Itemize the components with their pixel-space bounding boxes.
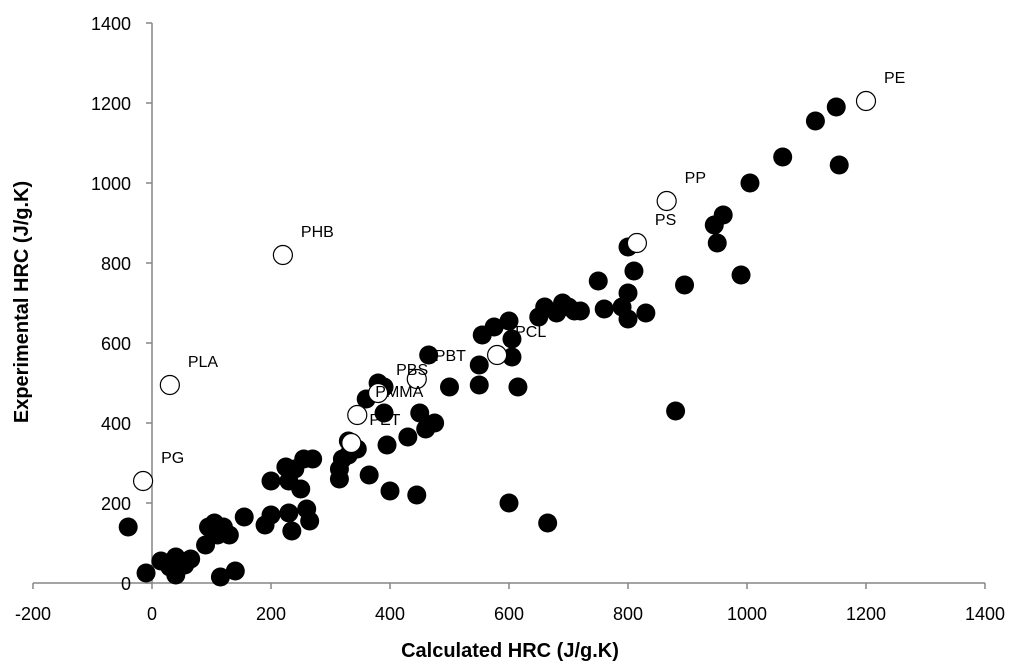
data-point-filled xyxy=(377,435,397,455)
data-point-filled xyxy=(359,465,379,485)
data-point-filled xyxy=(538,513,558,533)
point-label: PS xyxy=(655,212,676,229)
data-point-filled xyxy=(300,511,320,531)
data-point-filled xyxy=(419,345,439,365)
data-point-filled xyxy=(181,549,201,569)
data-point-open xyxy=(626,232,648,254)
y-tick-label: 1200 xyxy=(91,94,131,114)
y-tick-label: 800 xyxy=(101,254,131,274)
point-labels: PG PLA PHB PET PMMA PBS PBT PCL PS PP PE xyxy=(161,70,905,467)
data-point-filled xyxy=(805,111,825,131)
data-point-open xyxy=(159,374,180,396)
point-label: PLA xyxy=(188,354,219,371)
point-label: PG xyxy=(161,450,184,467)
point-label: PP xyxy=(685,170,706,187)
data-point-filled xyxy=(713,205,733,225)
y-tick-label: 1400 xyxy=(91,14,131,34)
data-point-filled xyxy=(398,427,418,447)
x-tick-label: 1400 xyxy=(965,604,1005,624)
data-point-filled xyxy=(118,517,138,537)
data-point-filled xyxy=(469,355,489,375)
x-tick-label: 800 xyxy=(613,604,643,624)
data-point-filled xyxy=(225,561,245,581)
data-point-filled xyxy=(425,413,445,433)
y-tick-label: 0 xyxy=(121,574,131,594)
point-label: PE xyxy=(884,70,905,87)
y-tick-label: 200 xyxy=(101,494,131,514)
data-point-filled xyxy=(136,563,156,583)
point-label: PBT xyxy=(435,348,466,365)
data-point-filled xyxy=(666,401,686,421)
data-point-filled xyxy=(380,481,400,501)
y-tick-label: 600 xyxy=(101,334,131,354)
data-point-open xyxy=(341,432,362,454)
data-point-filled xyxy=(675,275,695,295)
data-point-open xyxy=(368,382,389,404)
axes xyxy=(32,22,986,589)
data-point-filled xyxy=(499,311,519,331)
data-point-filled xyxy=(624,261,644,281)
data-point-open xyxy=(487,344,508,366)
filled-point-series xyxy=(118,97,849,587)
data-point-filled xyxy=(407,485,427,505)
data-point-open xyxy=(272,244,293,266)
x-tick-label: 200 xyxy=(256,604,286,624)
x-tick-label: 0 xyxy=(147,604,157,624)
y-axis-title: Experimental HRC (J/g.K) xyxy=(11,181,33,423)
data-point-filled xyxy=(374,403,394,423)
data-point-filled xyxy=(636,303,656,323)
data-point-filled xyxy=(588,271,608,291)
data-point-filled xyxy=(499,493,519,513)
data-point-filled xyxy=(508,377,528,397)
data-point-filled xyxy=(731,265,751,285)
data-point-filled xyxy=(707,233,727,253)
data-point-open xyxy=(347,404,368,426)
x-tick-label: 1000 xyxy=(727,604,767,624)
data-point-open xyxy=(406,368,427,390)
data-point-filled xyxy=(570,301,590,321)
data-point-filled xyxy=(740,173,760,193)
data-point-filled xyxy=(279,503,299,523)
x-tick-label: 400 xyxy=(375,604,405,624)
point-label: PHB xyxy=(301,224,334,241)
open-point-series xyxy=(132,90,877,492)
data-point-filled xyxy=(594,299,614,319)
x-tick-label: 600 xyxy=(494,604,524,624)
data-point-filled xyxy=(291,479,311,499)
point-label: PMMA xyxy=(375,384,423,401)
data-point-filled xyxy=(469,375,489,395)
data-point-filled xyxy=(484,317,504,337)
y-tick-label: 400 xyxy=(101,414,131,434)
data-point-filled xyxy=(773,147,793,167)
data-point-filled xyxy=(234,507,254,527)
data-point-filled xyxy=(261,505,281,525)
data-point-filled xyxy=(282,521,302,541)
point-label: PBS xyxy=(396,362,428,379)
data-point-filled xyxy=(410,403,430,423)
data-point-filled xyxy=(618,309,638,329)
data-point-filled xyxy=(303,449,323,469)
data-point-filled xyxy=(440,377,459,397)
tick-labels: -200 0 200 400 600 800 1000 1200 1400 0 200 400 600 8… xyxy=(15,14,1005,624)
point-label: PET xyxy=(369,412,400,429)
data-point-filled xyxy=(219,525,239,545)
data-point-filled xyxy=(261,471,281,491)
data-point-filled xyxy=(502,329,522,349)
data-point-filled xyxy=(618,283,638,303)
y-tick-label: 1000 xyxy=(91,174,131,194)
x-tick-label: 1200 xyxy=(846,604,886,624)
data-point-filled xyxy=(502,347,522,367)
data-point-open xyxy=(656,190,677,212)
x-axis-title: Calculated HRC (J/g.K) xyxy=(401,640,619,662)
point-label: PCL xyxy=(515,324,546,341)
data-point-open xyxy=(855,90,877,112)
data-point-open xyxy=(132,470,154,492)
data-point-filled xyxy=(826,97,846,117)
data-point-filled xyxy=(829,155,849,175)
x-tick-label: -200 xyxy=(15,604,51,624)
data-point-filled xyxy=(210,567,230,587)
